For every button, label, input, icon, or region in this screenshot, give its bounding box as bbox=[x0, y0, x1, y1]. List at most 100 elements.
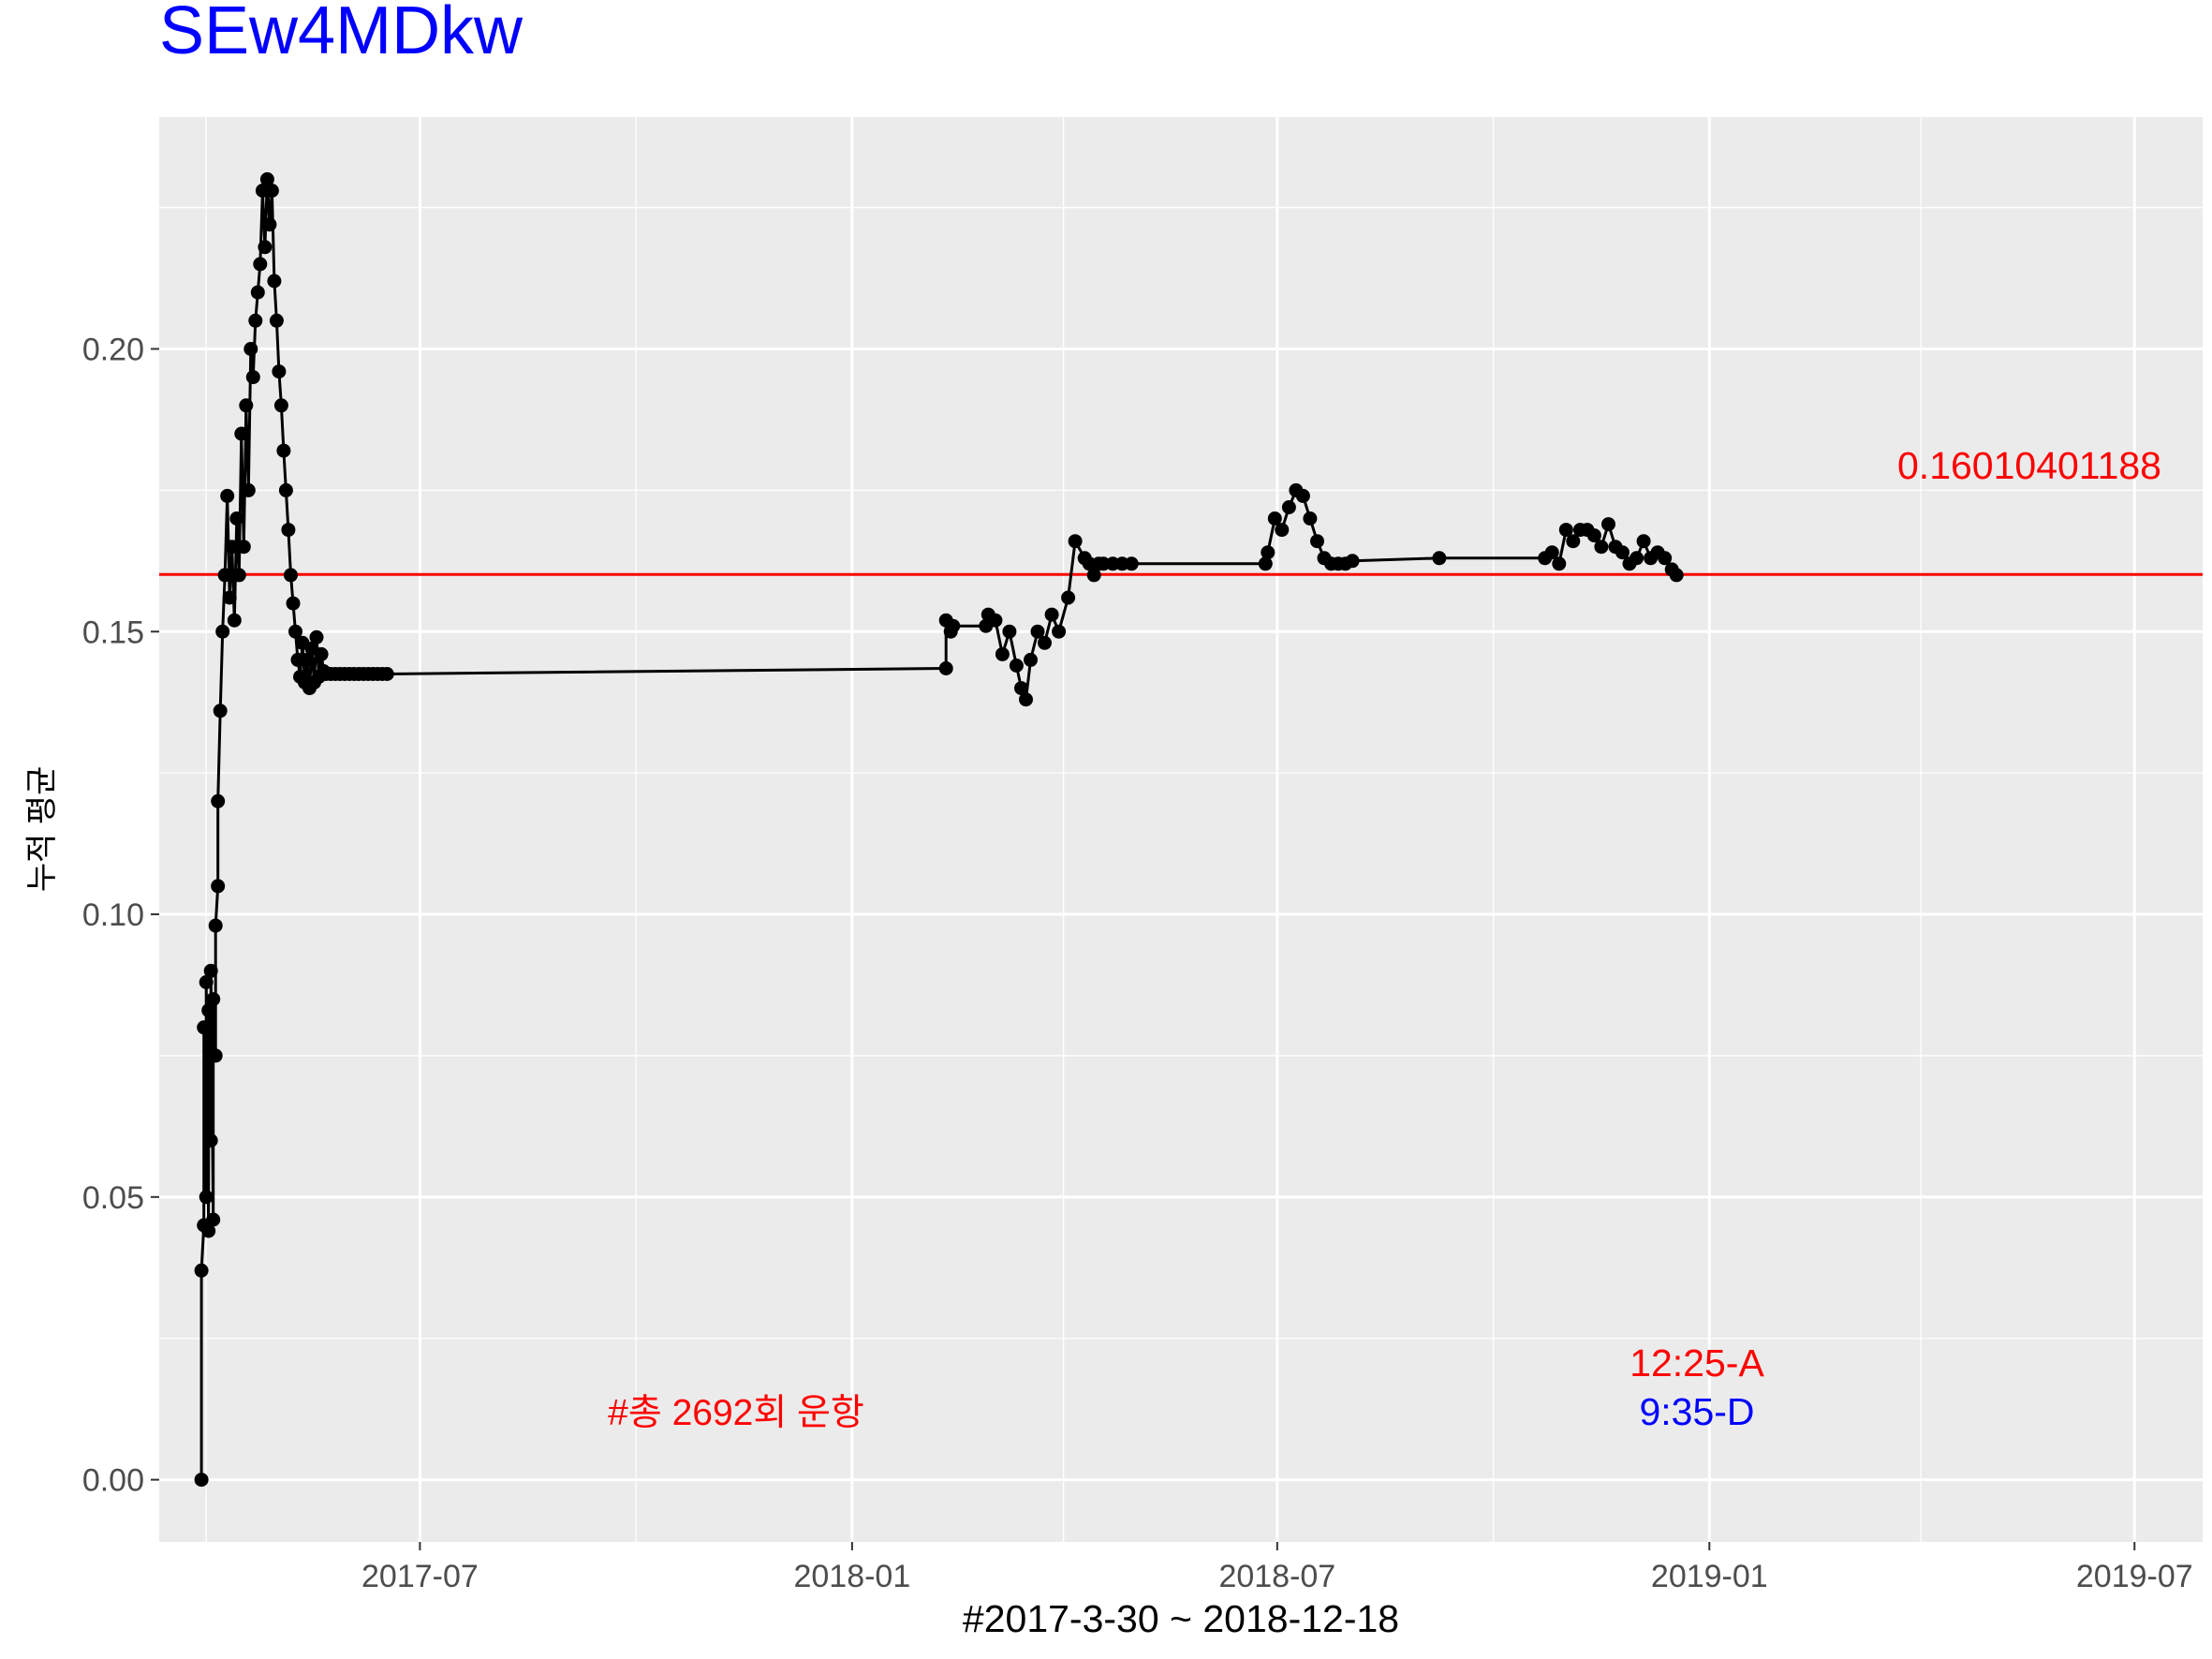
data-point bbox=[222, 590, 237, 605]
y-tick-label: 0.15 bbox=[82, 615, 144, 650]
data-point bbox=[1009, 659, 1024, 673]
data-point bbox=[284, 568, 298, 583]
data-point bbox=[241, 482, 256, 497]
minor-gridlines bbox=[159, 117, 2203, 1542]
x-tick-label: 2019-07 bbox=[2076, 1559, 2193, 1594]
data-point bbox=[259, 171, 274, 186]
data-point bbox=[1044, 607, 1059, 622]
data-point bbox=[229, 511, 244, 526]
data-point bbox=[1275, 523, 1290, 538]
data-point bbox=[1002, 624, 1017, 639]
data-point bbox=[1030, 624, 1045, 639]
data-point bbox=[1124, 556, 1139, 571]
y-axis: 0.00 0.05 0.10 0.15 0.20 bbox=[82, 332, 159, 1499]
data-point bbox=[258, 240, 273, 255]
data-point bbox=[286, 596, 301, 611]
data-point bbox=[1019, 692, 1033, 707]
data-point bbox=[309, 630, 324, 644]
y-tick-label: 0.00 bbox=[82, 1463, 144, 1499]
data-point bbox=[314, 646, 329, 661]
data-point bbox=[211, 879, 226, 894]
data-point bbox=[1068, 534, 1083, 549]
annotation-departure: 9:35-D bbox=[1639, 1390, 1754, 1433]
data-point bbox=[1024, 652, 1038, 667]
data-point bbox=[267, 274, 282, 289]
data-point bbox=[1310, 534, 1324, 549]
x-tick-label: 2017-07 bbox=[361, 1559, 479, 1594]
data-point bbox=[288, 624, 302, 639]
data-point bbox=[946, 618, 961, 633]
data-point bbox=[1636, 534, 1651, 549]
data-point bbox=[208, 918, 223, 933]
data-point bbox=[1566, 534, 1581, 549]
data-point bbox=[272, 364, 287, 379]
data-point bbox=[276, 443, 291, 458]
major-gridlines bbox=[159, 117, 2203, 1542]
data-point bbox=[278, 482, 293, 497]
data-point bbox=[248, 313, 263, 328]
data-point bbox=[1267, 511, 1282, 526]
data-point bbox=[225, 540, 240, 555]
x-axis: 2017-07 2018-01 2018-07 2019-01 2019-07 bbox=[361, 1542, 2193, 1594]
data-point bbox=[194, 1263, 209, 1278]
data-point bbox=[300, 652, 315, 667]
data-point bbox=[1258, 556, 1273, 571]
y-tick-label: 0.05 bbox=[82, 1180, 144, 1216]
data-point bbox=[1594, 540, 1609, 555]
x-axis-label: #2017-3-30 ~ 2018-12-18 bbox=[963, 1597, 1399, 1640]
annotation-total-runs: #총 2692회 운항 bbox=[608, 1393, 864, 1433]
data-point bbox=[1052, 624, 1067, 639]
data-point bbox=[203, 1133, 218, 1148]
data-point bbox=[1544, 545, 1559, 560]
data-point bbox=[206, 992, 221, 1007]
data-point bbox=[1038, 635, 1052, 650]
data-point bbox=[236, 540, 251, 555]
x-tick-label: 2018-07 bbox=[1218, 1559, 1335, 1594]
data-point bbox=[199, 1190, 214, 1205]
data-point bbox=[938, 661, 953, 675]
data-point bbox=[194, 1473, 209, 1488]
data-point bbox=[1586, 528, 1601, 543]
plot-panel bbox=[159, 117, 2203, 1542]
x-tick-label: 2019-01 bbox=[1651, 1559, 1768, 1594]
data-point bbox=[206, 1212, 221, 1227]
data-point bbox=[245, 370, 260, 385]
data-point bbox=[264, 184, 279, 198]
data-point bbox=[269, 313, 284, 328]
data-point bbox=[227, 613, 242, 628]
data-point bbox=[203, 963, 218, 978]
data-point bbox=[211, 793, 226, 808]
data-point bbox=[1061, 590, 1076, 605]
chart-title: SEw4MDkw bbox=[159, 0, 524, 68]
data-point bbox=[1086, 568, 1101, 583]
data-point bbox=[262, 217, 277, 232]
data-point bbox=[1669, 568, 1684, 583]
data-point bbox=[199, 975, 214, 989]
data-point bbox=[379, 667, 394, 681]
y-tick-label: 0.10 bbox=[82, 897, 144, 933]
annotation-arrival: 12:25-A bbox=[1630, 1341, 1764, 1385]
data-point bbox=[1014, 681, 1028, 696]
y-axis-label: 누적 평균 bbox=[24, 766, 60, 893]
reference-line-label: 0.16010401188 bbox=[1897, 444, 2161, 487]
y-tick-label: 0.20 bbox=[82, 332, 144, 367]
data-point bbox=[1295, 488, 1310, 503]
data-point bbox=[234, 426, 249, 441]
data-point bbox=[995, 646, 1010, 661]
data-point bbox=[1630, 551, 1644, 566]
reference-line-group: 0.16010401188 bbox=[159, 444, 2203, 576]
data-point bbox=[253, 257, 268, 272]
data-point bbox=[281, 523, 296, 538]
data-point bbox=[250, 285, 265, 300]
data-point bbox=[1432, 551, 1447, 566]
data-point bbox=[1345, 554, 1360, 569]
data-point bbox=[1658, 551, 1673, 566]
data-point bbox=[201, 1003, 216, 1018]
x-tick-label: 2018-01 bbox=[793, 1559, 910, 1594]
data-point bbox=[208, 1048, 223, 1063]
data-point bbox=[220, 488, 235, 503]
data-point bbox=[201, 1223, 216, 1238]
data-point bbox=[1303, 511, 1318, 526]
data-point bbox=[213, 704, 228, 718]
